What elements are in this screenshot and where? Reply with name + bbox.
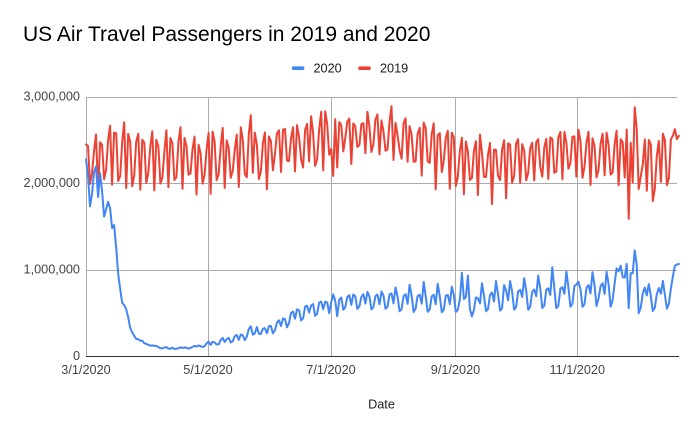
svg-text:7/1/2020: 7/1/2020	[306, 363, 355, 377]
svg-text:Date: Date	[368, 398, 395, 412]
svg-text:3/1/2020: 3/1/2020	[61, 363, 110, 377]
svg-text:2,000,000: 2,000,000	[24, 176, 80, 190]
svg-text:US Air Travel Passengers in 20: US Air Travel Passengers in 2019 and 202…	[23, 23, 430, 46]
svg-text:1,000,000: 1,000,000	[24, 262, 80, 276]
svg-text:9/1/2020: 9/1/2020	[431, 363, 480, 377]
svg-text:11/1/2020: 11/1/2020	[550, 363, 606, 377]
svg-text:3,000,000: 3,000,000	[24, 89, 80, 103]
svg-text:0: 0	[73, 349, 80, 363]
svg-text:2020: 2020	[314, 62, 342, 76]
svg-text:2019: 2019	[380, 62, 408, 76]
svg-text:5/1/2020: 5/1/2020	[183, 363, 232, 377]
